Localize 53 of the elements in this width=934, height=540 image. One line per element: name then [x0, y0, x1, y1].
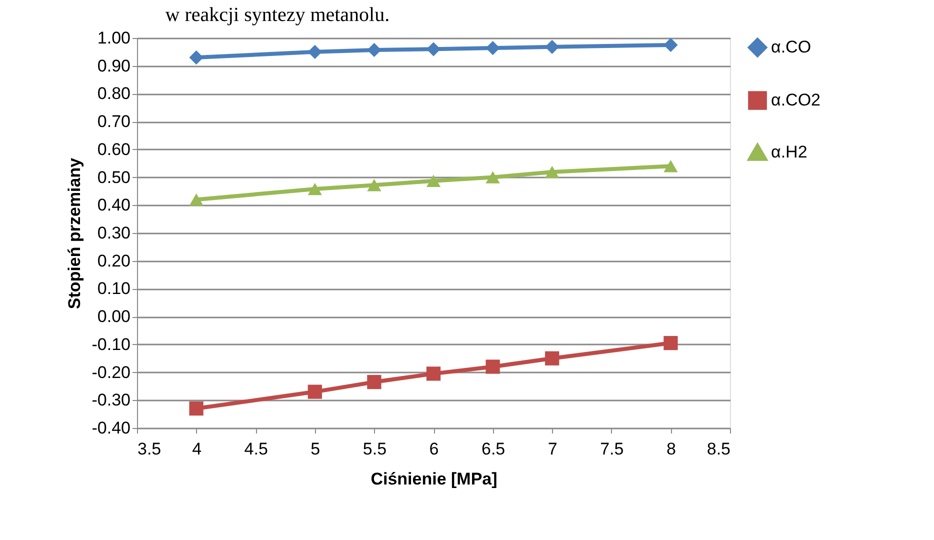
y-tick-label: 0.60: [97, 140, 130, 159]
point: [367, 374, 382, 390]
x-tick-label: 3.5: [138, 440, 162, 458]
point: [189, 193, 204, 206]
point: [545, 351, 560, 366]
chart-title: w reakcji syntezy metanolu.: [165, 4, 390, 26]
x-tick-label: 7: [548, 440, 558, 458]
point: [664, 336, 678, 350]
y-tick-label: -0.40: [92, 418, 130, 438]
legend-label: α.H2: [771, 142, 808, 162]
x-tick-label: 4: [192, 440, 202, 458]
x-tick-label: 5.5: [362, 440, 387, 458]
legend-label: α.CO2: [771, 90, 821, 110]
point: [664, 38, 678, 52]
x-tick-label: 7.5: [600, 440, 624, 458]
point: [189, 401, 204, 416]
x-axis-title: Ciśnienie [MPa]: [370, 470, 498, 488]
point: [426, 366, 441, 381]
y-tick-label: -0.10: [92, 334, 130, 354]
point: [486, 360, 500, 374]
y-tick-label: 0.10: [97, 279, 130, 298]
y-tick-label: 0.00: [97, 307, 130, 326]
y-tick-label: 0.70: [97, 112, 130, 132]
x-tick-label: 5: [310, 440, 320, 458]
y-axis-title: Stopień przemiany: [64, 157, 84, 310]
y-tick-label: 0.30: [97, 224, 130, 242]
x-tick-label: 8.5: [706, 440, 730, 458]
point: [426, 42, 441, 56]
x-tick-label: 6.5: [481, 440, 506, 458]
point: [664, 160, 678, 172]
x-tick-label: 4.5: [244, 440, 268, 458]
x-tick-label: 8: [666, 440, 676, 458]
y-tick-label: 0.50: [97, 168, 130, 187]
y-tick-label: 1.00: [97, 28, 130, 48]
point: [367, 178, 382, 192]
point: [486, 40, 500, 56]
point: [426, 174, 441, 188]
y-tick-label: 0.40: [97, 196, 130, 215]
x-tick-label: 6: [429, 440, 439, 458]
point: [545, 166, 560, 178]
point: [486, 171, 500, 184]
legend-label: α.CO: [771, 38, 812, 56]
y-tick-label: 0.90: [97, 56, 130, 76]
point: [308, 182, 322, 196]
y-tick-label: -0.30: [92, 390, 130, 410]
y-tick-label: 0.80: [97, 84, 130, 104]
point: [545, 40, 560, 54]
y-tick-label: 0.20: [97, 251, 130, 270]
point: [308, 44, 322, 59]
point: [308, 384, 322, 399]
point: [189, 50, 204, 65]
y-tick-label: -0.20: [92, 362, 130, 382]
point: [367, 42, 382, 58]
